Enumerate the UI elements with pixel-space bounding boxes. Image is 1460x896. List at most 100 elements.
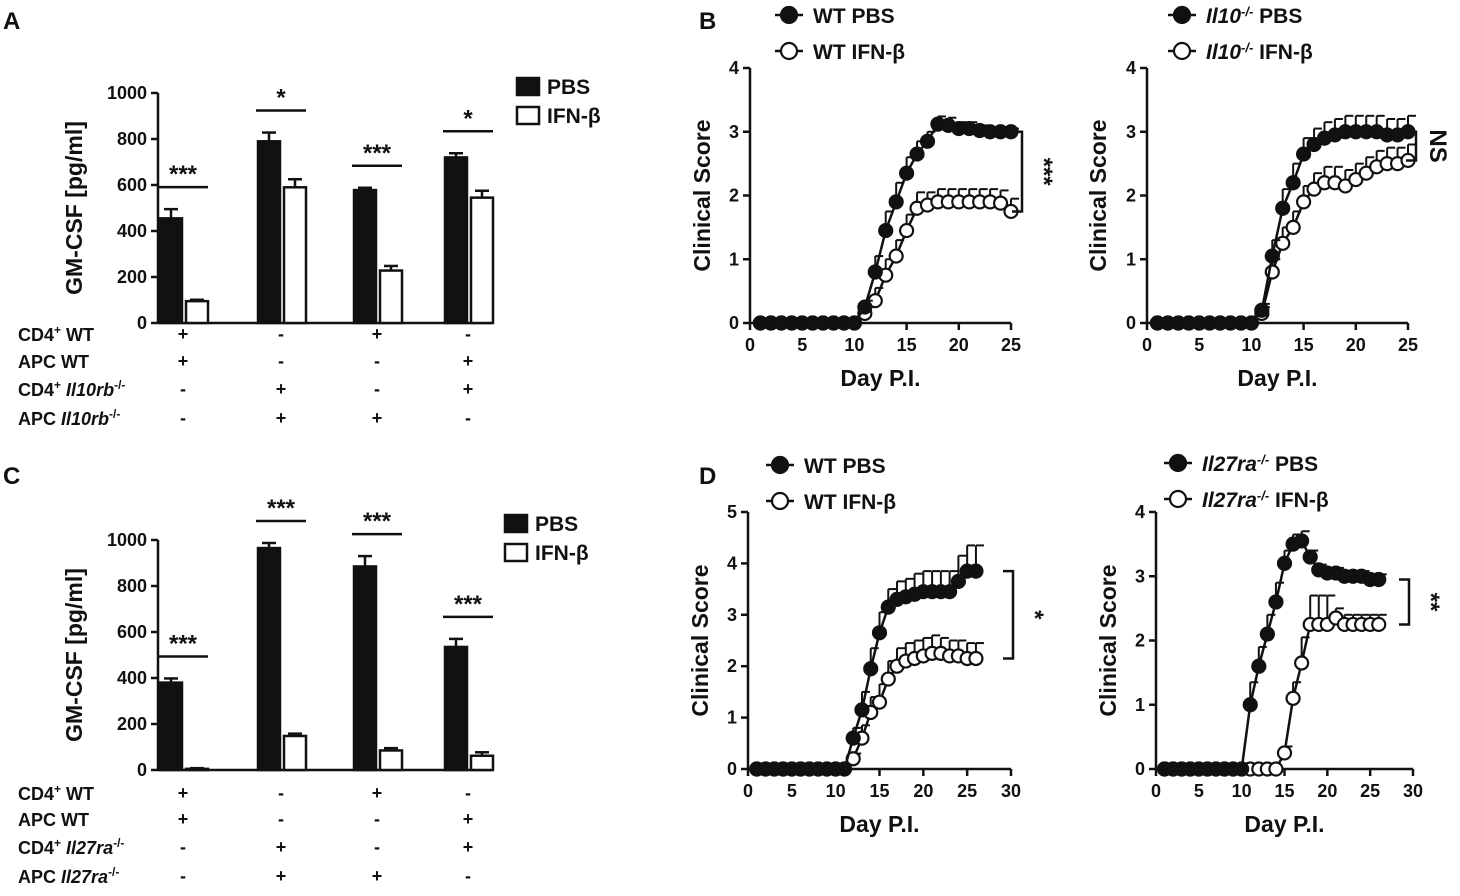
condition-value: - [278,809,284,829]
y-tick-label: 0 [729,313,739,333]
condition-label-text: APC WT [18,352,89,372]
data-point-pbs [909,146,925,162]
data-point-pbs [845,730,861,746]
data-point-ifn-beta [1295,194,1312,210]
y-tick-label: 2 [729,186,739,206]
significance-label: *** [1030,158,1057,187]
bar-pbs [158,681,184,772]
condition-label-genotype: -/- [114,378,125,392]
legend-genotype: Il10 [1206,41,1241,64]
significance-bracket [1003,569,1015,660]
data-point-pbs [878,222,894,239]
y-tick-label: 0 [1135,759,1145,779]
x-tick-label: 25 [1001,335,1021,355]
condition-value: - [180,837,186,857]
legend-genotype: Il27ra [1202,489,1257,512]
y-tick-label: 1 [727,708,737,728]
condition-value: - [374,837,380,857]
panel-b-line-chart-wt: 0 1 2 3 4 0 5 10 15 20 25 Day P.I. Clinical Score WT … [689,5,1057,391]
x-tick-label: 25 [1398,335,1418,355]
y-tick-label: 400 [117,221,147,241]
y-tick-label: 600 [117,175,147,195]
y-tick-label: 2 [1135,631,1145,651]
data-point-ifn-beta [898,222,915,239]
data-point-pbs [919,133,936,149]
condition-row-label: APC Il10rb-/- [18,407,120,429]
significance-label: *** [454,591,483,618]
bar-pbs [352,565,378,772]
bar-ifn-beta [469,754,495,772]
data-point-ifn-beta [1268,761,1284,777]
x-tick-label: 30 [1403,781,1423,801]
condition-row-label: CD4+ Il10rb-/- [18,378,125,400]
y-tick-label: 200 [117,267,147,287]
y-tick-label: 2 [727,656,737,676]
x-tick-label: 10 [1241,335,1261,355]
x-tick-label: 15 [1294,335,1314,355]
condition-value: + [276,408,287,428]
legend-marker [779,5,799,25]
x-tick-label: 25 [1360,781,1380,801]
condition-row-label: APC WT [18,810,89,830]
condition-value: - [465,866,471,886]
y-tick-label: 600 [117,622,147,642]
panel-label-a: A [3,8,20,35]
bar-pbs [256,140,282,325]
y-tick-label: 800 [117,576,147,596]
significance-label: *** [169,161,198,188]
condition-value: - [374,809,380,829]
y-axis-label: Clinical Score [689,119,715,271]
data-point-pbs [854,702,870,718]
condition-label-text: APC [18,867,61,887]
condition-label-gene: Il27ra [66,838,113,858]
condition-value: + [178,351,189,371]
bar-pbs [443,156,469,325]
condition-label-superscript: + [54,836,61,850]
y-tick-label: 400 [117,668,147,688]
significance-label: ** [1417,593,1444,612]
legend-swatch [515,76,541,97]
condition-value: + [463,837,474,857]
data-point-ifn-beta [871,694,888,710]
x-tick-label: 20 [949,335,969,355]
condition-label-superscript: + [54,323,61,337]
condition-label-suffix: WT [61,784,94,804]
y-tick-label: 4 [729,58,739,78]
data-point-pbs [968,563,984,579]
data-point-pbs [1276,555,1293,572]
condition-label-text: CD4 [18,838,54,858]
x-axis-label: Day P.I. [839,811,919,837]
y-tick-label: 1 [1126,249,1136,269]
condition-value: + [372,866,383,886]
legend-swatch [515,105,541,126]
legend-treatment: PBS [1253,5,1302,28]
x-tick-label: 0 [1142,335,1152,355]
x-tick-label: 0 [743,781,753,801]
legend-label: IFN-β [547,105,601,128]
condition-label-text: CD4 [18,325,54,345]
data-point-pbs [1294,533,1310,549]
condition-label-suffix: WT [61,325,94,345]
legend-label: IFN-β [535,542,589,565]
legend-treatment: IFN-β [1253,41,1313,64]
x-tick-label: 20 [1346,335,1366,355]
condition-label-text: CD4 [18,784,54,804]
x-tick-label: 5 [1194,335,1204,355]
condition-value: + [463,351,474,371]
data-point-pbs [846,315,863,331]
data-point-ifn-beta [1285,219,1301,235]
significance-label: *** [363,508,392,535]
data-point-pbs [1243,315,1260,331]
y-tick-label: 3 [1135,566,1145,586]
bar-ifn-beta [282,186,308,325]
y-tick-label: 4 [1126,58,1136,78]
x-tick-label: 10 [1232,781,1252,801]
condition-value: - [374,379,380,399]
legend-marker [770,455,790,475]
bar-ifn-beta [282,734,308,772]
data-point-pbs [1302,549,1318,565]
y-tick-label: 800 [117,129,147,149]
significance-bracket [1012,130,1024,213]
data-point-pbs [950,573,967,589]
condition-value: + [178,783,189,803]
